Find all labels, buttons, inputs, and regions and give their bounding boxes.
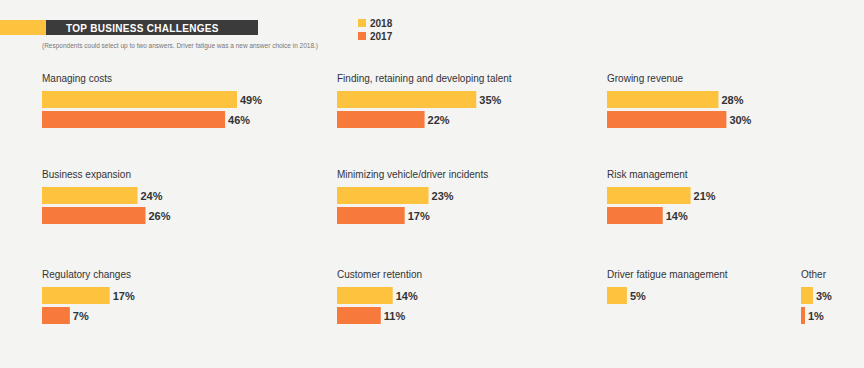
category-label: Finding, retaining and developing talent xyxy=(337,73,512,84)
category-label: Business expansion xyxy=(42,169,131,180)
bar xyxy=(607,187,691,204)
category-label: Managing costs xyxy=(42,73,112,84)
bar xyxy=(337,111,425,128)
bar xyxy=(42,287,110,304)
bar xyxy=(337,307,381,324)
data-label: 7% xyxy=(73,310,89,322)
bar xyxy=(801,307,805,324)
bar xyxy=(42,187,138,204)
category-label: Minimizing vehicle/driver incidents xyxy=(337,169,488,180)
bar xyxy=(607,91,718,108)
bar xyxy=(607,111,726,128)
bar xyxy=(337,91,476,108)
data-label: 23% xyxy=(432,190,454,202)
bar xyxy=(337,187,429,204)
legend-label: 2018 xyxy=(370,18,393,29)
data-label: 11% xyxy=(384,310,406,322)
bars xyxy=(42,91,813,324)
bar xyxy=(337,287,393,304)
data-label: 28% xyxy=(721,94,743,106)
legend-swatch xyxy=(358,32,366,40)
data-label: 22% xyxy=(428,114,450,126)
data-label: 49% xyxy=(240,94,262,106)
category-label: Regulatory changes xyxy=(42,269,131,280)
bar xyxy=(42,111,225,128)
bar xyxy=(42,307,70,324)
title-accent xyxy=(0,20,46,35)
category-label: Driver fatigue management xyxy=(607,269,728,280)
data-label: 14% xyxy=(396,290,418,302)
bar xyxy=(42,207,145,224)
background xyxy=(0,0,864,368)
data-label: 35% xyxy=(479,94,501,106)
bar xyxy=(607,207,663,224)
data-label: 24% xyxy=(141,190,163,202)
legend-swatch xyxy=(358,19,366,27)
bar xyxy=(607,287,627,304)
data-label: 17% xyxy=(408,210,430,222)
category-label: Other xyxy=(801,269,827,280)
data-label: 26% xyxy=(148,210,170,222)
category-label: Growing revenue xyxy=(607,73,684,84)
data-label: 5% xyxy=(630,290,646,302)
category-label: Risk management xyxy=(607,169,688,180)
data-label: 46% xyxy=(228,114,250,126)
title-box xyxy=(46,20,258,35)
bar xyxy=(42,91,237,108)
data-label: 1% xyxy=(808,310,824,322)
title: TOP BUSINESS CHALLENGES xyxy=(66,23,219,34)
bar xyxy=(801,287,813,304)
data-label: 14% xyxy=(666,210,688,222)
data-label: 30% xyxy=(729,114,751,126)
chart: TOP BUSINESS CHALLENGES (Respondents coul… xyxy=(0,0,864,368)
data-label: 21% xyxy=(694,190,716,202)
legend-label: 2017 xyxy=(370,31,393,42)
labels: Managing costs 49% 46% Finding, retaining a… xyxy=(42,73,832,322)
data-label: 17% xyxy=(113,290,135,302)
subtitle: (Respondents could select up to two answ… xyxy=(42,42,318,50)
legend: 2018 2017 xyxy=(358,18,393,42)
data-label: 3% xyxy=(816,290,832,302)
bar xyxy=(337,207,405,224)
category-label: Customer retention xyxy=(337,269,422,280)
